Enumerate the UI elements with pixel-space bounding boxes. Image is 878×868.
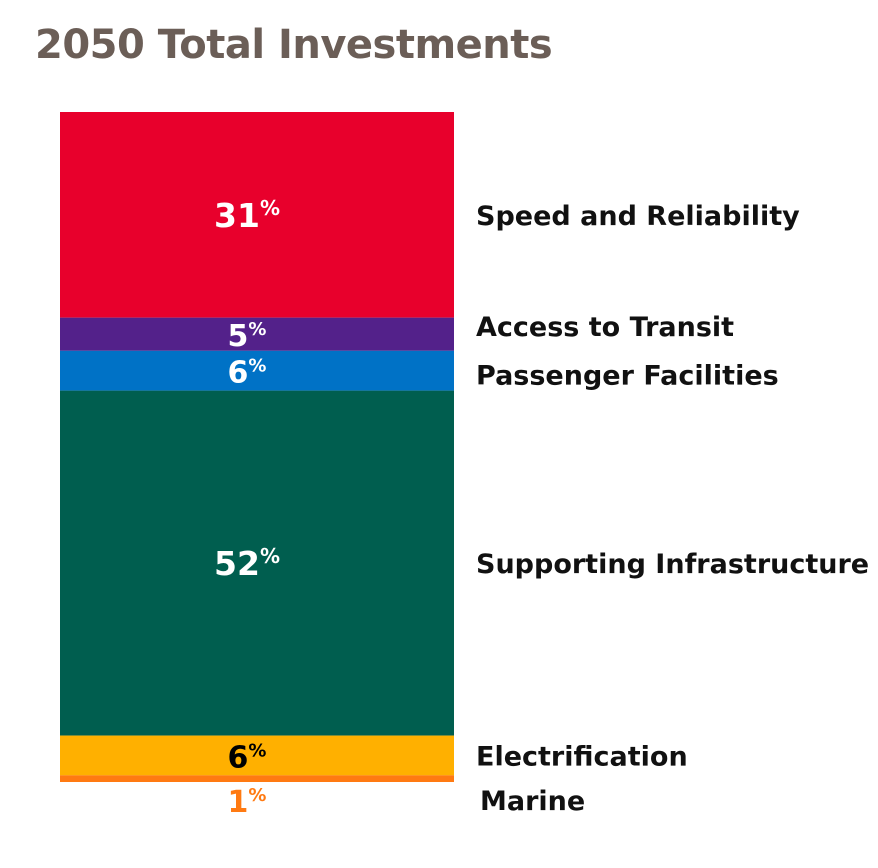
value-label-access-to-transit: 5% — [228, 319, 267, 354]
bar-segment-electrification — [60, 735, 454, 776]
bar-segment-supporting-infrastructure — [60, 390, 454, 736]
value-unit: % — [248, 740, 266, 761]
value-number: 31 — [214, 196, 260, 235]
chart-title: 2050 Total Investments — [35, 22, 553, 68]
category-label-passenger-facilities: Passenger Facilities — [476, 361, 779, 392]
value-number: 1 — [228, 785, 249, 820]
value-label-electrification: 6% — [228, 740, 267, 775]
category-label-electrification: Electrification — [476, 741, 688, 772]
value-label-marine: 1% — [228, 785, 267, 820]
bar-segment-access-to-transit — [60, 317, 454, 351]
category-label-access-to-transit: Access to Transit — [476, 312, 734, 343]
bar-segment-speed-and-reliability — [60, 112, 454, 318]
category-label-speed-and-reliability: Speed and Reliability — [476, 201, 800, 232]
value-number: 5 — [228, 319, 249, 354]
category-label-supporting-infrastructure: Supporting Infrastructure — [476, 549, 869, 580]
category-label-marine: Marine — [480, 786, 585, 817]
value-unit: % — [248, 319, 266, 340]
value-unit: % — [260, 544, 280, 568]
value-unit: % — [260, 196, 280, 220]
value-unit: % — [248, 356, 266, 377]
bar-segment-passenger-facilities — [60, 350, 454, 391]
value-number: 6 — [228, 356, 249, 391]
value-label-supporting-infrastructure: 52% — [214, 544, 280, 583]
bar-segment-marine — [60, 775, 454, 782]
value-unit: % — [248, 785, 266, 806]
value-number: 6 — [228, 740, 249, 775]
value-number: 52 — [214, 544, 260, 583]
value-label-speed-and-reliability: 31% — [214, 196, 280, 235]
value-label-passenger-facilities: 6% — [228, 356, 267, 391]
